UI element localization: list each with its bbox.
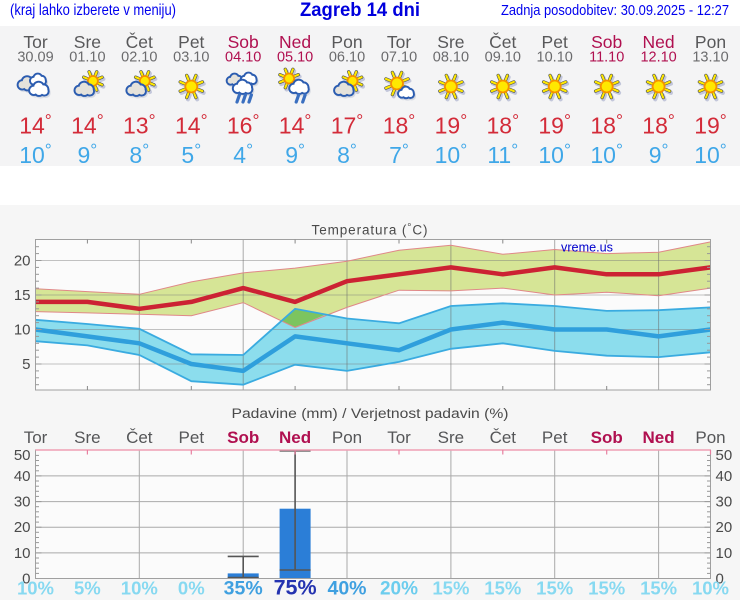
svg-text:20: 20 (14, 519, 31, 536)
svg-text:10: 10 (14, 322, 31, 339)
svg-text:15%: 15% (536, 578, 573, 599)
svg-text:15%: 15% (640, 578, 677, 599)
svg-text:Pet: Pet (542, 32, 568, 52)
svg-text:Sob: Sob (591, 428, 623, 447)
svg-text:Sre: Sre (74, 428, 100, 447)
svg-text:Ned: Ned (279, 32, 311, 52)
svg-text:Tor: Tor (387, 32, 411, 52)
svg-text:13.10: 13.10 (692, 50, 728, 66)
svg-text:Tor: Tor (24, 428, 48, 447)
svg-text:Pon: Pon (332, 428, 362, 447)
svg-text:Sob: Sob (227, 428, 259, 447)
svg-text:Pon: Pon (695, 428, 725, 447)
svg-text:Ned: Ned (643, 32, 675, 52)
svg-text:40: 40 (14, 468, 31, 485)
svg-text:Zadnja posodobitev: 30.09.2025: Zadnja posodobitev: 30.09.2025 - 12:27 (501, 2, 729, 19)
svg-text:5%: 5% (74, 578, 101, 599)
svg-text:11.10: 11.10 (589, 50, 624, 66)
svg-text:10%: 10% (692, 578, 729, 599)
svg-text:Tor: Tor (387, 428, 411, 447)
svg-text:0: 0 (716, 571, 724, 588)
svg-text:03.10: 03.10 (173, 50, 209, 66)
svg-text:Pet: Pet (542, 428, 568, 447)
svg-text:08.10: 08.10 (433, 50, 469, 66)
svg-text:13°: 13° (123, 111, 156, 139)
svg-text:04.10: 04.10 (225, 50, 261, 66)
svg-text:30.09: 30.09 (17, 50, 53, 66)
svg-text:Sre: Sre (438, 428, 464, 447)
svg-text:Ned: Ned (643, 428, 675, 447)
svg-text:Sre: Sre (437, 32, 464, 52)
svg-text:Pet: Pet (178, 32, 204, 52)
svg-text:10%: 10% (121, 578, 158, 599)
svg-text:Čet: Čet (489, 31, 516, 52)
svg-text:Pon: Pon (331, 32, 362, 52)
svg-text:10.10: 10.10 (537, 50, 573, 66)
svg-text:15%: 15% (484, 578, 521, 599)
svg-text:Čet: Čet (126, 428, 153, 447)
svg-text:50: 50 (716, 447, 733, 464)
svg-text:20%: 20% (380, 579, 418, 600)
svg-text:Ned: Ned (279, 428, 311, 447)
svg-text:40: 40 (716, 468, 733, 485)
svg-text:35%: 35% (224, 578, 263, 600)
svg-text:10: 10 (716, 545, 733, 562)
svg-text:Sob: Sob (228, 32, 259, 52)
svg-text:07.10: 07.10 (381, 50, 417, 66)
svg-text:15%: 15% (588, 578, 625, 599)
svg-text:Pon: Pon (695, 32, 726, 52)
svg-text:02.10: 02.10 (121, 50, 157, 66)
svg-text:01.10: 01.10 (69, 50, 105, 66)
svg-text:06.10: 06.10 (329, 50, 365, 66)
svg-text:10%: 10% (17, 578, 54, 599)
svg-text:(kraj lahko izberete v meniju): (kraj lahko izberete v meniju) (10, 2, 176, 19)
svg-text:Padavine (mm) / Verjetnost pad: Padavine (mm) / Verjetnost padavin (%) (232, 406, 509, 421)
svg-text:50: 50 (14, 447, 31, 464)
svg-text:12.10: 12.10 (640, 50, 676, 66)
svg-text:40%: 40% (327, 578, 366, 600)
svg-text:Pet: Pet (179, 428, 205, 447)
svg-text:09.10: 09.10 (485, 50, 521, 66)
svg-text:20: 20 (716, 519, 733, 536)
svg-text:vreme.us: vreme.us (561, 240, 613, 255)
svg-text:20: 20 (14, 253, 31, 270)
svg-text:15%: 15% (432, 578, 469, 599)
svg-text:15: 15 (14, 287, 31, 304)
svg-text:Sob: Sob (591, 32, 622, 52)
svg-text:Čet: Čet (126, 31, 153, 52)
svg-text:10°: 10° (538, 140, 571, 168)
svg-text:30: 30 (14, 494, 31, 511)
svg-text:Sre: Sre (74, 32, 101, 52)
svg-text:0%: 0% (178, 578, 205, 599)
svg-text:10: 10 (14, 545, 31, 562)
svg-text:0: 0 (22, 571, 30, 588)
svg-text:05.10: 05.10 (277, 50, 313, 66)
svg-text:75%: 75% (274, 576, 317, 600)
svg-text:Temperatura (°C): Temperatura (°C) (312, 222, 429, 238)
svg-text:19°: 19° (538, 111, 571, 139)
svg-text:18°: 18° (383, 111, 416, 139)
svg-text:Zagreb 14 dni: Zagreb 14 dni (300, 0, 420, 21)
svg-text:Čet: Čet (490, 428, 517, 447)
svg-text:30: 30 (716, 494, 733, 511)
svg-text:Tor: Tor (23, 32, 47, 52)
svg-text:5: 5 (22, 356, 30, 373)
